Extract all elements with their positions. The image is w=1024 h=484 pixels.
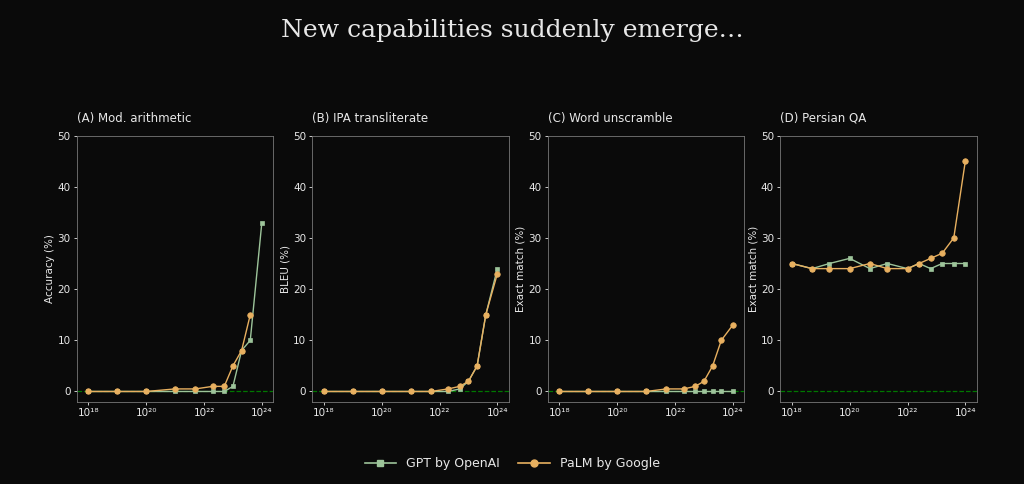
Text: New capabilities suddenly emerge…: New capabilities suddenly emerge… <box>281 19 743 43</box>
Legend: GPT by OpenAI, PaLM by Google: GPT by OpenAI, PaLM by Google <box>359 453 665 475</box>
Text: (B) IPA transliterate: (B) IPA transliterate <box>312 112 428 125</box>
Y-axis label: Accuracy (%): Accuracy (%) <box>45 234 54 303</box>
Text: (C) Word unscramble: (C) Word unscramble <box>548 112 673 125</box>
Y-axis label: Exact match (%): Exact match (%) <box>516 226 525 312</box>
Text: (A) Mod. arithmetic: (A) Mod. arithmetic <box>77 112 191 125</box>
Y-axis label: BLEU (%): BLEU (%) <box>281 244 290 293</box>
Text: (D) Persian QA: (D) Persian QA <box>780 112 866 125</box>
Y-axis label: Exact match (%): Exact match (%) <box>749 226 758 312</box>
